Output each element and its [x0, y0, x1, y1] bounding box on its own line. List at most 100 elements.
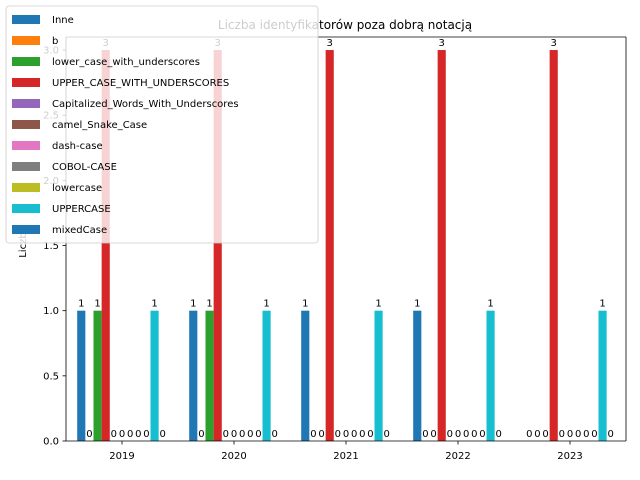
y-tick-label: 1.0	[43, 306, 59, 317]
legend-swatch	[12, 57, 40, 66]
bar-value-label: 1	[375, 299, 381, 310]
bar	[374, 310, 383, 441]
bar-value-label: 1	[263, 299, 269, 310]
bar-value-label: 0	[86, 429, 92, 440]
y-tick-label: 0.0	[43, 437, 59, 448]
legend-box	[5, 5, 319, 244]
legend-swatch	[12, 225, 40, 234]
bar-value-label: 0	[583, 429, 589, 440]
legend-entry-label: Capitalized_Words_With_Underscores	[52, 99, 239, 110]
bar-value-label: 0	[160, 429, 166, 440]
legend-entry-label: COBOL-CASE	[52, 162, 117, 173]
bar-value-label: 0	[542, 429, 548, 440]
bar-value-label: 0	[447, 429, 453, 440]
bar	[93, 310, 102, 441]
bar-value-label: 0	[608, 429, 614, 440]
bar	[150, 310, 159, 441]
bar	[189, 310, 198, 441]
legend-swatch	[12, 78, 40, 87]
bar-value-label: 1	[599, 299, 605, 310]
bar-value-label: 0	[479, 429, 485, 440]
legend-entry-label: b	[52, 36, 58, 47]
bar-value-label: 1	[302, 299, 308, 310]
bar-value-label: 0	[559, 429, 565, 440]
bar-value-label: 0	[239, 429, 245, 440]
bar-value-label: 0	[471, 429, 477, 440]
bar-value-label: 0	[534, 429, 540, 440]
bar-value-label: 0	[127, 429, 133, 440]
bar	[598, 310, 607, 441]
x-tick-label: 2023	[557, 451, 582, 462]
legend-entry-label: lowercase	[52, 183, 102, 194]
legend-entry-label: Inne	[52, 15, 74, 26]
legend-entry-label: camel_Snake_Case	[52, 120, 147, 131]
bar-value-label: 0	[135, 429, 141, 440]
bar-value-label: 0	[318, 429, 324, 440]
bar-value-label: 0	[591, 429, 597, 440]
bar-value-label: 0	[575, 429, 581, 440]
legend-entry-label: UPPERCASE	[52, 204, 111, 215]
legend-entry-label: dash-case	[52, 141, 103, 152]
bar	[301, 310, 310, 441]
x-tick-label: 2022	[445, 451, 470, 462]
legend-swatch	[12, 183, 40, 192]
bar-value-label: 0	[343, 429, 349, 440]
legend-swatch	[12, 141, 40, 150]
bar	[213, 50, 222, 441]
bar-value-label: 0	[496, 429, 502, 440]
legend-swatch	[12, 99, 40, 108]
bar-value-label: 0	[384, 429, 390, 440]
bar-value-label: 0	[272, 429, 278, 440]
bar-value-label: 0	[351, 429, 357, 440]
bar-value-label: 0	[119, 429, 125, 440]
bar-value-label: 0	[198, 429, 204, 440]
bar	[77, 310, 86, 441]
legend-swatch	[12, 162, 40, 171]
bar	[205, 310, 214, 441]
legend-entry-label: lower_case_with_underscores	[52, 57, 200, 68]
bar-value-label: 0	[255, 429, 261, 440]
x-tick-label: 2019	[109, 451, 134, 462]
bar-value-label: 1	[206, 299, 212, 310]
bar-value-label: 0	[223, 429, 229, 440]
legend-swatch	[12, 15, 40, 24]
bar	[413, 310, 422, 441]
bar-value-label: 1	[151, 299, 157, 310]
bars-layer	[77, 50, 607, 441]
bar-value-label: 0	[231, 429, 237, 440]
bar-value-label: 0	[526, 429, 532, 440]
legend-swatch	[12, 204, 40, 213]
bar-value-label: 1	[414, 299, 420, 310]
y-tick-label: 0.5	[43, 371, 59, 382]
bar-value-label: 3	[327, 38, 333, 49]
bar	[549, 50, 558, 441]
bar-value-label: 0	[143, 429, 149, 440]
x-tick-label: 2021	[333, 451, 358, 462]
bar-value-label: 0	[367, 429, 373, 440]
bar-value-label: 1	[487, 299, 493, 310]
bar-value-label: 1	[94, 299, 100, 310]
legend-swatch	[12, 120, 40, 129]
legend: Inne b lower_case_with_underscores UPPER_CA…	[5, 5, 319, 244]
bar-value-label: 1	[78, 299, 84, 310]
bar	[262, 310, 271, 441]
bar-value-label: 0	[335, 429, 341, 440]
bar-value-label: 0	[455, 429, 461, 440]
bar-value-label: 0	[310, 429, 316, 440]
bar	[101, 50, 110, 441]
bar-value-label: 3	[551, 38, 557, 49]
bar-value-label: 3	[439, 38, 445, 49]
bar-value-label: 0	[247, 429, 253, 440]
legend-swatch	[12, 36, 40, 45]
x-tick-label: 2020	[221, 451, 246, 462]
legend-entry-label: UPPER_CASE_WITH_UNDERSCORES	[52, 78, 229, 89]
bar-value-label: 0	[463, 429, 469, 440]
bar-value-label: 0	[359, 429, 365, 440]
bar	[437, 50, 446, 441]
y-tick-label: 1.5	[43, 241, 59, 252]
bar	[325, 50, 334, 441]
legend-entry-label: mixedCase	[52, 225, 107, 236]
bar-value-label: 1	[190, 299, 196, 310]
bar	[486, 310, 495, 441]
